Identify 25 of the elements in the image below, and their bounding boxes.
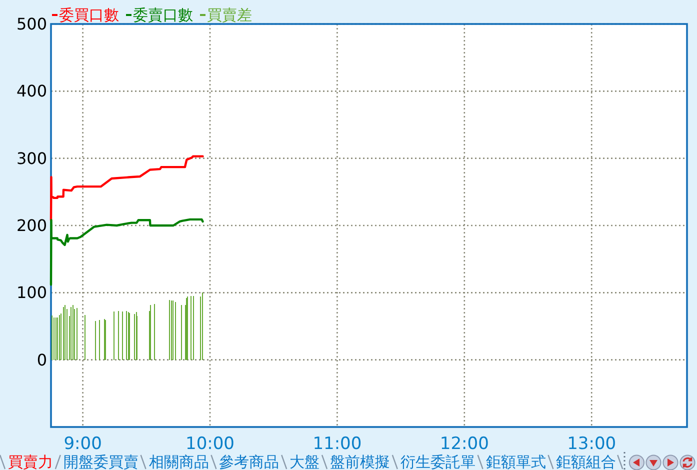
x-tick-label: 13:00 [567, 434, 616, 454]
text: 相關商品 [148, 453, 209, 470]
text: 大盤 [290, 453, 320, 470]
text: 盤前模擬 [330, 453, 390, 470]
legend-label: 買賣差 [207, 6, 252, 24]
text: 衍生委託單 [400, 453, 476, 470]
y-tick-label: 200 [16, 216, 47, 235]
x-tick-label: 11:00 [312, 434, 362, 454]
y-tick-label: 400 [16, 82, 47, 101]
line-series [50, 218, 204, 286]
y-tick-label: 100 [16, 283, 47, 302]
text: 鉅額單式 [486, 453, 546, 470]
y-tick-label: 300 [16, 148, 47, 168]
x-tick-label: 10:00 [186, 434, 234, 454]
y-tick-label: 500 [16, 14, 47, 34]
x-tick-label: 12:00 [440, 434, 489, 454]
y-tick-label: 0 [36, 350, 47, 370]
text: 參考商品 [219, 453, 280, 470]
legend-label: 委買口數 [59, 6, 119, 24]
legend-label: 委賣口數 [133, 6, 193, 24]
line-series [50, 155, 204, 222]
x-tick-label: 9:00 [64, 434, 102, 454]
text: 買賣力 [8, 453, 53, 470]
text: 鉅額組合 [556, 453, 616, 470]
text: 開盤委買賣 [63, 453, 138, 470]
